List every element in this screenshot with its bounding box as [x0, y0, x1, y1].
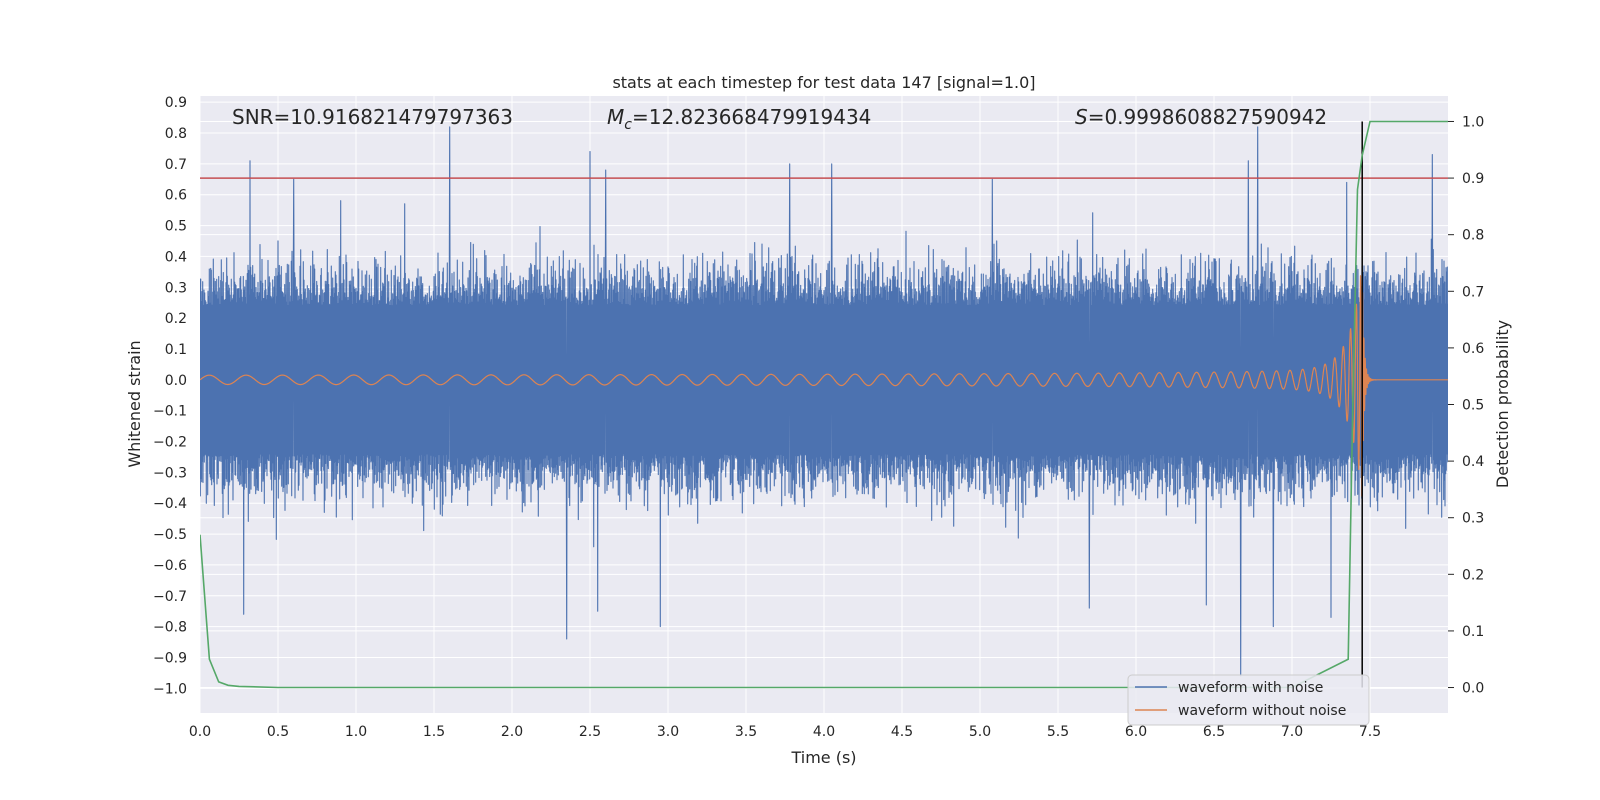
chirp-mass-subscript: c: [624, 117, 632, 133]
y-tick-label: 0.5: [165, 219, 187, 235]
x-tick-label: 3.5: [735, 724, 757, 740]
y-tick-label: 0.9: [165, 95, 187, 111]
y-tick-label: −1.0: [153, 681, 187, 697]
legend-box: [1127, 674, 1370, 726]
y2-tick-label: 0.8: [1462, 228, 1484, 244]
y2-tick-label: 0.7: [1462, 284, 1484, 300]
y-tick-label: 0.7: [165, 157, 187, 173]
y2-tick-label: 0.6: [1462, 341, 1484, 357]
x-tick-label: 3.0: [657, 724, 679, 740]
y-tick-label: −0.3: [153, 465, 187, 481]
legend-label-waveform-with-noise: waveform with noise: [1178, 680, 1323, 696]
x-tick-label: 7.5: [1359, 724, 1381, 740]
x-tick-label: 5.0: [969, 724, 991, 740]
y2-tick-label: 0.1: [1462, 624, 1484, 640]
y2-tick-label: 0.0: [1462, 681, 1484, 697]
y-tick-label: −0.6: [153, 558, 187, 574]
score-annotation: S=0.9998608827590942: [1075, 105, 1327, 129]
y-tick-label: −0.2: [153, 435, 187, 451]
y-tick-label: 0.1: [165, 342, 187, 358]
x-tick-label: 5.5: [1047, 724, 1069, 740]
x-tick-label: 1.0: [345, 724, 367, 740]
x-tick-label: 6.0: [1125, 724, 1147, 740]
chirp-mass-symbol: M: [607, 105, 624, 129]
y-axis-ticks: 0.9 0.8 0.7 0.6 0.5 0.4 0.3 0.2 0.1 0.0 −0.1 −0.2 −0…: [153, 95, 187, 697]
x-tick-label: 4.0: [813, 724, 835, 740]
x-tick-label: 2.5: [579, 724, 601, 740]
snr-annotation: SNR=10.916821479797363: [232, 105, 513, 129]
legend-label-waveform-without-noise: waveform without noise: [1178, 703, 1346, 719]
y-tick-label: 0.0: [165, 373, 187, 389]
y-tick-label: −0.7: [153, 589, 187, 605]
score-symbol: S: [1075, 105, 1088, 129]
y-tick-label: 0.8: [165, 126, 187, 142]
x-axis-title: Time (s): [790, 748, 856, 767]
y2-tick-label: 0.4: [1462, 454, 1484, 470]
y-tick-label: 0.2: [165, 311, 187, 327]
y-tick-label: −0.9: [153, 650, 187, 666]
y-tick-label: −0.8: [153, 620, 187, 636]
x-tick-label: 6.5: [1203, 724, 1225, 740]
x-tick-label: 7.0: [1281, 724, 1303, 740]
y2-tick-label: 0.3: [1462, 511, 1484, 527]
x-tick-label: 1.5: [423, 724, 445, 740]
y-tick-label: −0.1: [153, 404, 187, 420]
y-axis-title: Whitened strain: [125, 340, 144, 467]
y2-tick-label: 0.2: [1462, 567, 1484, 583]
y2-tick-label: 1.0: [1462, 114, 1484, 130]
y-tick-label: 0.4: [165, 249, 187, 265]
x-tick-label: 0.5: [267, 724, 289, 740]
y2-axis-title: Detection probability: [1493, 320, 1512, 488]
y-tick-label: 0.6: [165, 188, 187, 204]
chirp-mass-annotation: Mc=12.823668479919434: [607, 105, 871, 133]
x-tick-label: 2.0: [501, 724, 523, 740]
series-detection-probability: [200, 120, 1448, 689]
series-waveform-without-noise: [200, 275, 1448, 497]
y2-axis-ticks: 0.0 0.1 0.2 0.3 0.4 0.5 0.6 0.7 0.8 0.9 1.0: [1448, 114, 1484, 697]
x-tick-label: 0.0: [189, 724, 211, 740]
y2-tick-label: 0.9: [1462, 171, 1484, 187]
y-tick-label: −0.4: [153, 496, 187, 512]
chirp-mass-value: =12.823668479919434: [632, 105, 871, 129]
series-waveform-with-noise: [200, 126, 1448, 677]
y2-tick-label: 0.5: [1462, 398, 1484, 414]
score-value: =0.9998608827590942: [1088, 105, 1327, 129]
y-tick-label: 0.3: [165, 280, 187, 296]
x-tick-label: 4.5: [891, 724, 913, 740]
chart-title: stats at each timestep for test data 147…: [612, 73, 1035, 92]
y-tick-label: −0.5: [153, 527, 187, 543]
legend: waveform with noise waveform without noi…: [1127, 674, 1370, 726]
x-axis-ticks: 0.0 0.5 1.0 1.5 2.0 2.5 3.0 3.5 4.0 4.5 5.0 5.5 6.0 6…: [189, 724, 1381, 740]
